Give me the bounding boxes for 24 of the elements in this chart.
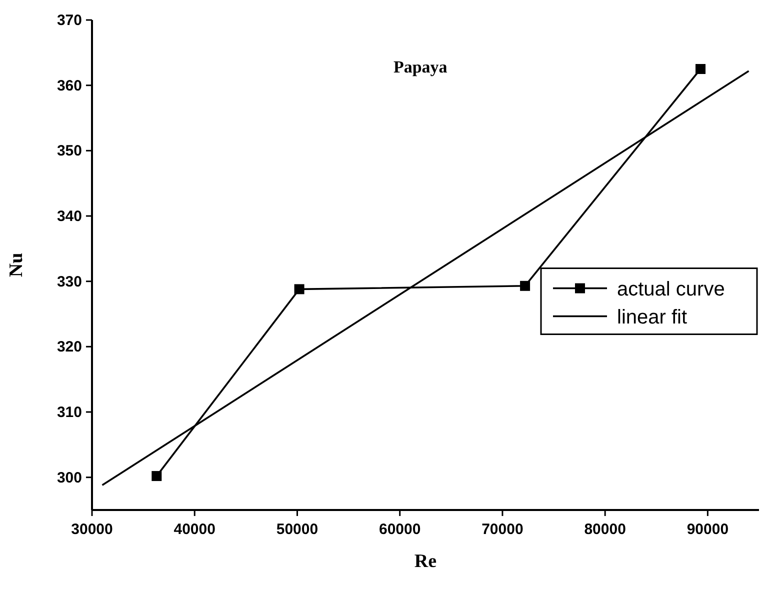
x-tick-label: 80000 [584, 521, 626, 538]
x-tick-label: 70000 [482, 521, 524, 538]
legend-label: actual curve [617, 278, 725, 300]
x-tick-label: 60000 [378, 521, 421, 538]
point [696, 64, 706, 74]
y-tick-label: 300 [56, 469, 82, 486]
x-tick-label: 50000 [276, 521, 318, 538]
y-tick-label: 350 [56, 142, 82, 160]
annotation: Papaya [393, 57, 448, 76]
x-tick-label: 90000 [686, 521, 729, 538]
y-tick-label: 330 [56, 273, 82, 290]
x-tick-label: 30000 [71, 521, 113, 538]
y-tick-label: 370 [56, 12, 82, 29]
y-tick-label: 320 [56, 338, 82, 356]
y-axis-title: Nu [6, 252, 27, 278]
point [152, 471, 162, 482]
x-axis-title: Re [414, 551, 437, 572]
x-tick-label: 40000 [174, 521, 216, 538]
y-tick-label: 360 [56, 77, 82, 94]
legend-label: linear fit [617, 306, 688, 328]
point [294, 284, 304, 294]
point [520, 280, 530, 291]
y-tick-label: 340 [56, 208, 82, 225]
y-tick-label: 310 [56, 404, 82, 421]
